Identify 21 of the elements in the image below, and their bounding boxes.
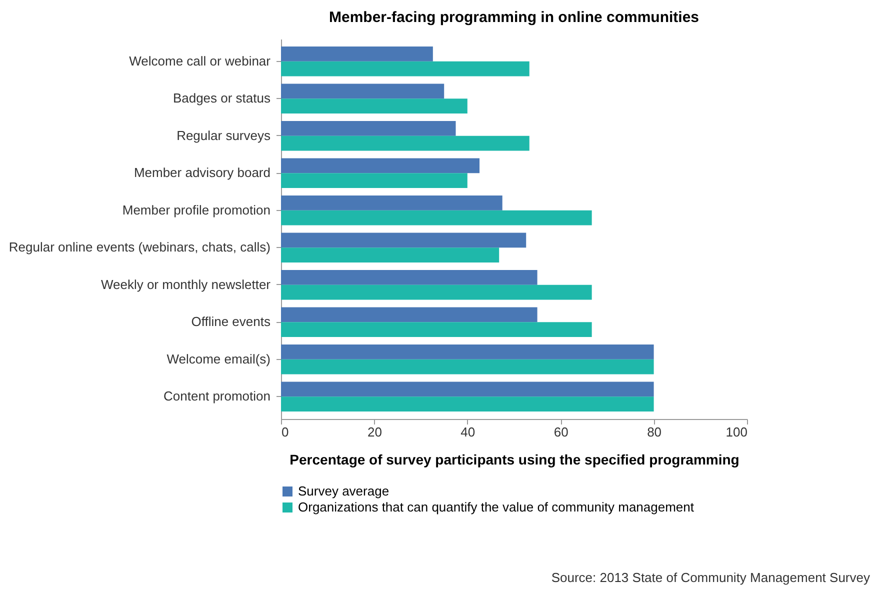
y-tick-label: Regular surveys — [176, 128, 271, 143]
y-tick-label: Welcome email(s) — [166, 351, 270, 366]
y-tick-label: Member advisory board — [134, 165, 270, 180]
y-tick-label: Member profile promotion — [122, 202, 270, 218]
legend-label: Survey average — [298, 484, 390, 498]
x-tick-label: 100 — [726, 424, 748, 440]
x-tick-label: 60 — [554, 424, 568, 440]
x-tick-label: 20 — [367, 424, 382, 440]
x-tick-label: 0 — [282, 424, 289, 440]
x-tick-label: 40 — [460, 424, 476, 440]
y-tick-label: Regular online events (webinars, chats, calls) — [8, 240, 270, 255]
x-axis-title: Percentage of survey participants using the specified programming — [290, 452, 740, 468]
y-tick-label: Content promotion — [164, 388, 270, 404]
source-note: Source: 2013 State of Community Management Survey — [550, 570, 870, 585]
y-tick-label: Weekly or monthly newsletter — [100, 276, 272, 292]
y-tick-label: Welcome call or webinar — [129, 53, 272, 68]
y-tick-label: Offline events — [191, 314, 271, 330]
chart-title: Member-facing programming in online communities — [328, 9, 700, 26]
y-tick-label: Badges or status — [172, 90, 271, 106]
legend-label: Organizations that can quantify the value of community management — [298, 500, 694, 514]
x-tick-label: 80 — [647, 424, 662, 440]
